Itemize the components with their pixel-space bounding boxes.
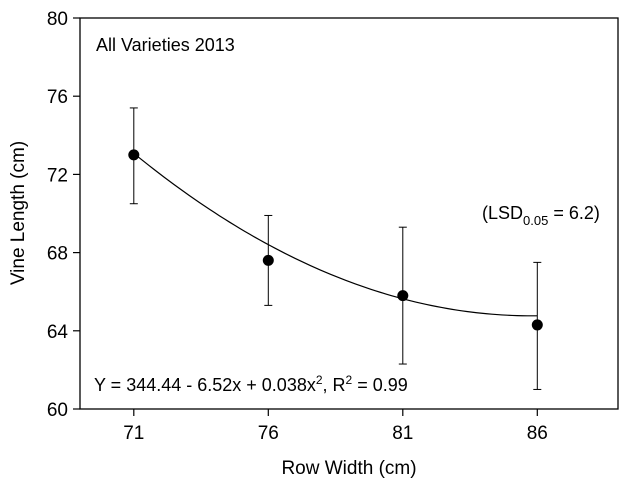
regression-equation: Y = 344.44 - 6.52x + 0.038x2, R2 = 0.99 <box>94 373 408 395</box>
equation-main: Y = 344.44 - 6.52x + 0.038x <box>94 375 316 395</box>
regression-curve <box>133 152 538 317</box>
y-tick-label: 76 <box>47 87 68 108</box>
equation-sup-1: 2 <box>316 373 323 387</box>
chart-title: All Varieties 2013 <box>96 35 235 55</box>
error-bars <box>129 107 542 390</box>
x-axis-title: Row Width (cm) <box>281 458 416 479</box>
lsd-annotation: (LSD0.05 = 6.2) <box>482 203 600 228</box>
plot-frame <box>79 17 619 410</box>
y-axis-ticks: 60 64 68 72 76 80 <box>47 9 80 421</box>
lsd-rest: = 6.2) <box>548 203 600 223</box>
x-tick-label: 76 <box>258 423 279 444</box>
y-tick-label: 72 <box>47 165 68 186</box>
x-tick-label: 71 <box>123 423 144 444</box>
y-tick-label: 68 <box>47 244 68 265</box>
lsd-open: (LSD <box>482 203 523 223</box>
equation-r-value: = 0.99 <box>352 375 408 395</box>
data-point <box>397 290 409 302</box>
x-tick-label: 86 <box>527 423 548 444</box>
data-point <box>262 254 274 266</box>
equation-sup-2: 2 <box>346 373 353 387</box>
data-points <box>128 149 543 331</box>
y-tick-label: 60 <box>47 400 68 421</box>
x-tick-label: 81 <box>392 423 413 444</box>
y-tick-label: 80 <box>47 9 68 30</box>
y-tick-label: 64 <box>47 322 69 343</box>
x-axis-ticks: 71 76 81 86 <box>123 409 548 444</box>
data-point <box>531 319 543 331</box>
lsd-subscript: 0.05 <box>523 213 548 228</box>
equation-r-label: , R <box>323 375 346 395</box>
y-axis-title: Vine Length (cm) <box>8 141 29 285</box>
data-point <box>128 149 140 161</box>
